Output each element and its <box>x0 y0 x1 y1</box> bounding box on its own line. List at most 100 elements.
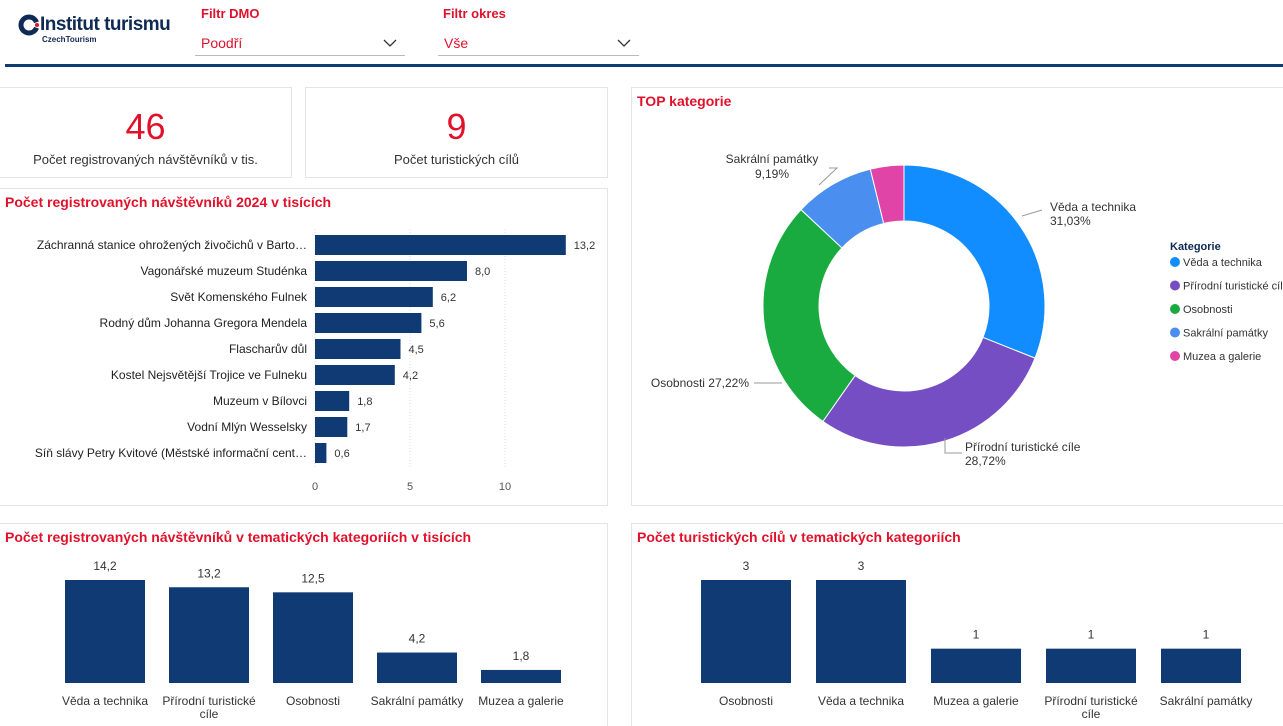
legend-label: Osobnosti <box>1183 304 1233 316</box>
category-label: Přírodní turistické cíle <box>1044 694 1138 721</box>
value-label: 12,5 <box>301 571 325 585</box>
kpi-label: Počet turistických cílů <box>394 152 519 167</box>
chart-card: Počet turistických cílů v tematických ka… <box>631 523 1283 726</box>
filter-label: Filtr okres <box>443 6 506 21</box>
legend-marker <box>1170 327 1180 338</box>
value-label: 0,6 <box>334 448 349 460</box>
data-label-value: 31,03% <box>1050 214 1091 228</box>
data-label-name: Sakrální památky <box>726 152 819 166</box>
data-label-value: 27,22% <box>708 376 749 390</box>
chart-svg: 3 3 1 1 1 <box>701 559 1241 683</box>
category-label: Sakrální památky <box>1159 694 1253 708</box>
data-label-value: 9,19% <box>755 167 789 181</box>
logo-icon <box>18 14 40 36</box>
bar <box>1161 648 1241 683</box>
legend-marker <box>1170 280 1180 291</box>
chevron <box>617 39 631 47</box>
logo-title: Institut turismu <box>40 14 171 35</box>
category-label: Osobnosti <box>285 694 341 708</box>
value-label: 1 <box>1203 628 1210 642</box>
kpi-value: 9 <box>446 106 467 147</box>
category-label: Flascharův důl <box>229 342 307 356</box>
value-label: 4,5 <box>409 344 424 356</box>
bar <box>816 580 906 683</box>
value-label: 4,2 <box>409 632 426 646</box>
legend-marker <box>1170 257 1180 267</box>
legend-marker <box>1170 304 1180 314</box>
legend-label: Muzea a galerie <box>1183 351 1261 363</box>
bar <box>701 580 791 683</box>
bar <box>315 287 433 307</box>
chart-title: TOP kategorie <box>637 93 732 109</box>
leader-line <box>818 167 839 186</box>
bar <box>65 580 145 683</box>
category-label: Přírodní turistické cíle <box>162 694 256 721</box>
bar <box>315 391 350 411</box>
x-tick-label: 0 <box>312 481 318 493</box>
category-label: Svět Komenského Fulnek <box>170 290 308 304</box>
data-label-name: Přírodní turistické cíle <box>965 440 1081 454</box>
donut-segment <box>903 164 1046 359</box>
value-label: 3 <box>858 559 865 573</box>
chart-title: Počet registrovaných návštěvníků 2024 v … <box>5 194 332 210</box>
value-label: 1 <box>973 628 980 642</box>
value-label: 5,6 <box>429 318 444 330</box>
logo-subtitle: CzechTourism <box>42 35 97 44</box>
category-label: Záchranná stanice ohrožených živočichů v… <box>37 238 307 252</box>
bar <box>315 365 395 385</box>
kpi-label: Počet registrovaných návštěvníků v tis. <box>33 152 258 167</box>
category-label: Síň slávy Petry Kvitové (Městské informa… <box>35 446 307 460</box>
legend-label: Přírodní turistické cíle <box>1183 281 1283 293</box>
filter-dropdown[interactable]: Vše <box>438 30 639 56</box>
value-label: 4,2 <box>403 370 418 382</box>
chart-svg: 0 5 10 Záchranná stanice ohrožených živočic… <box>35 229 595 493</box>
bar <box>315 261 467 281</box>
bar <box>315 235 566 255</box>
chart-svg: 14,2 13,2 12,5 4,2 1,8 <box>65 559 561 683</box>
chevron <box>383 39 397 47</box>
kpi-value: 46 <box>125 106 166 147</box>
donut-segment <box>869 164 905 225</box>
chart-title: Počet turistických cílů v tematických ka… <box>637 529 961 545</box>
kpi-card: 46 Počet registrovaných návštěvníků v ti… <box>0 87 292 178</box>
value-label: 14,2 <box>93 559 117 573</box>
bar <box>273 592 353 683</box>
donut-segment <box>822 336 1036 448</box>
chart-card: Počet registrovaných návštěvníků v temat… <box>0 523 608 726</box>
bar <box>315 417 348 437</box>
filter-value: Poodří <box>201 35 243 51</box>
legend-title: Kategorie <box>1170 241 1221 253</box>
bar <box>931 648 1021 683</box>
bar <box>481 669 561 683</box>
category-label: Sakrální památky <box>370 694 464 708</box>
category-label: Muzeum v Bílovci <box>213 394 307 408</box>
data-label: Osobnosti 27,22% <box>651 376 749 390</box>
value-label: 13,2 <box>197 566 221 580</box>
x-tick-label: 5 <box>407 481 413 493</box>
chart-card: TOP kategorie Věda a technika 31,03% Přírod… <box>631 87 1283 506</box>
category-label: Kostel Nejsvětější Trojice ve Fulneku <box>111 368 307 382</box>
category-label: Vagonářské muzeum Studénka <box>140 264 307 278</box>
category-label: Muzea a galerie <box>933 694 1019 708</box>
data-label-name: Osobnosti <box>651 376 705 390</box>
bar <box>315 339 401 359</box>
data-label-name: Věda a technika <box>1050 200 1136 214</box>
filter-dropdown[interactable]: Poodří <box>195 30 405 56</box>
category-label: Osobnosti <box>718 694 774 708</box>
bar <box>169 587 249 683</box>
donut-segment <box>762 208 856 423</box>
bar <box>1046 648 1136 683</box>
filter-label: Filtr DMO <box>201 6 260 21</box>
chart-card: Počet registrovaných návštěvníků 2024 v … <box>0 188 608 506</box>
data-label-value: 28,72% <box>965 454 1006 468</box>
leader-line <box>944 438 962 454</box>
legend-label: Sakrální památky <box>1183 328 1268 340</box>
value-label: 1,7 <box>355 422 370 434</box>
value-label: 1 <box>1088 628 1095 642</box>
chart-title: Počet registrovaných návštěvníků v temat… <box>5 529 472 545</box>
value-label: 8,0 <box>475 266 490 278</box>
header-rule <box>5 64 1283 67</box>
leader-line <box>1021 209 1043 217</box>
